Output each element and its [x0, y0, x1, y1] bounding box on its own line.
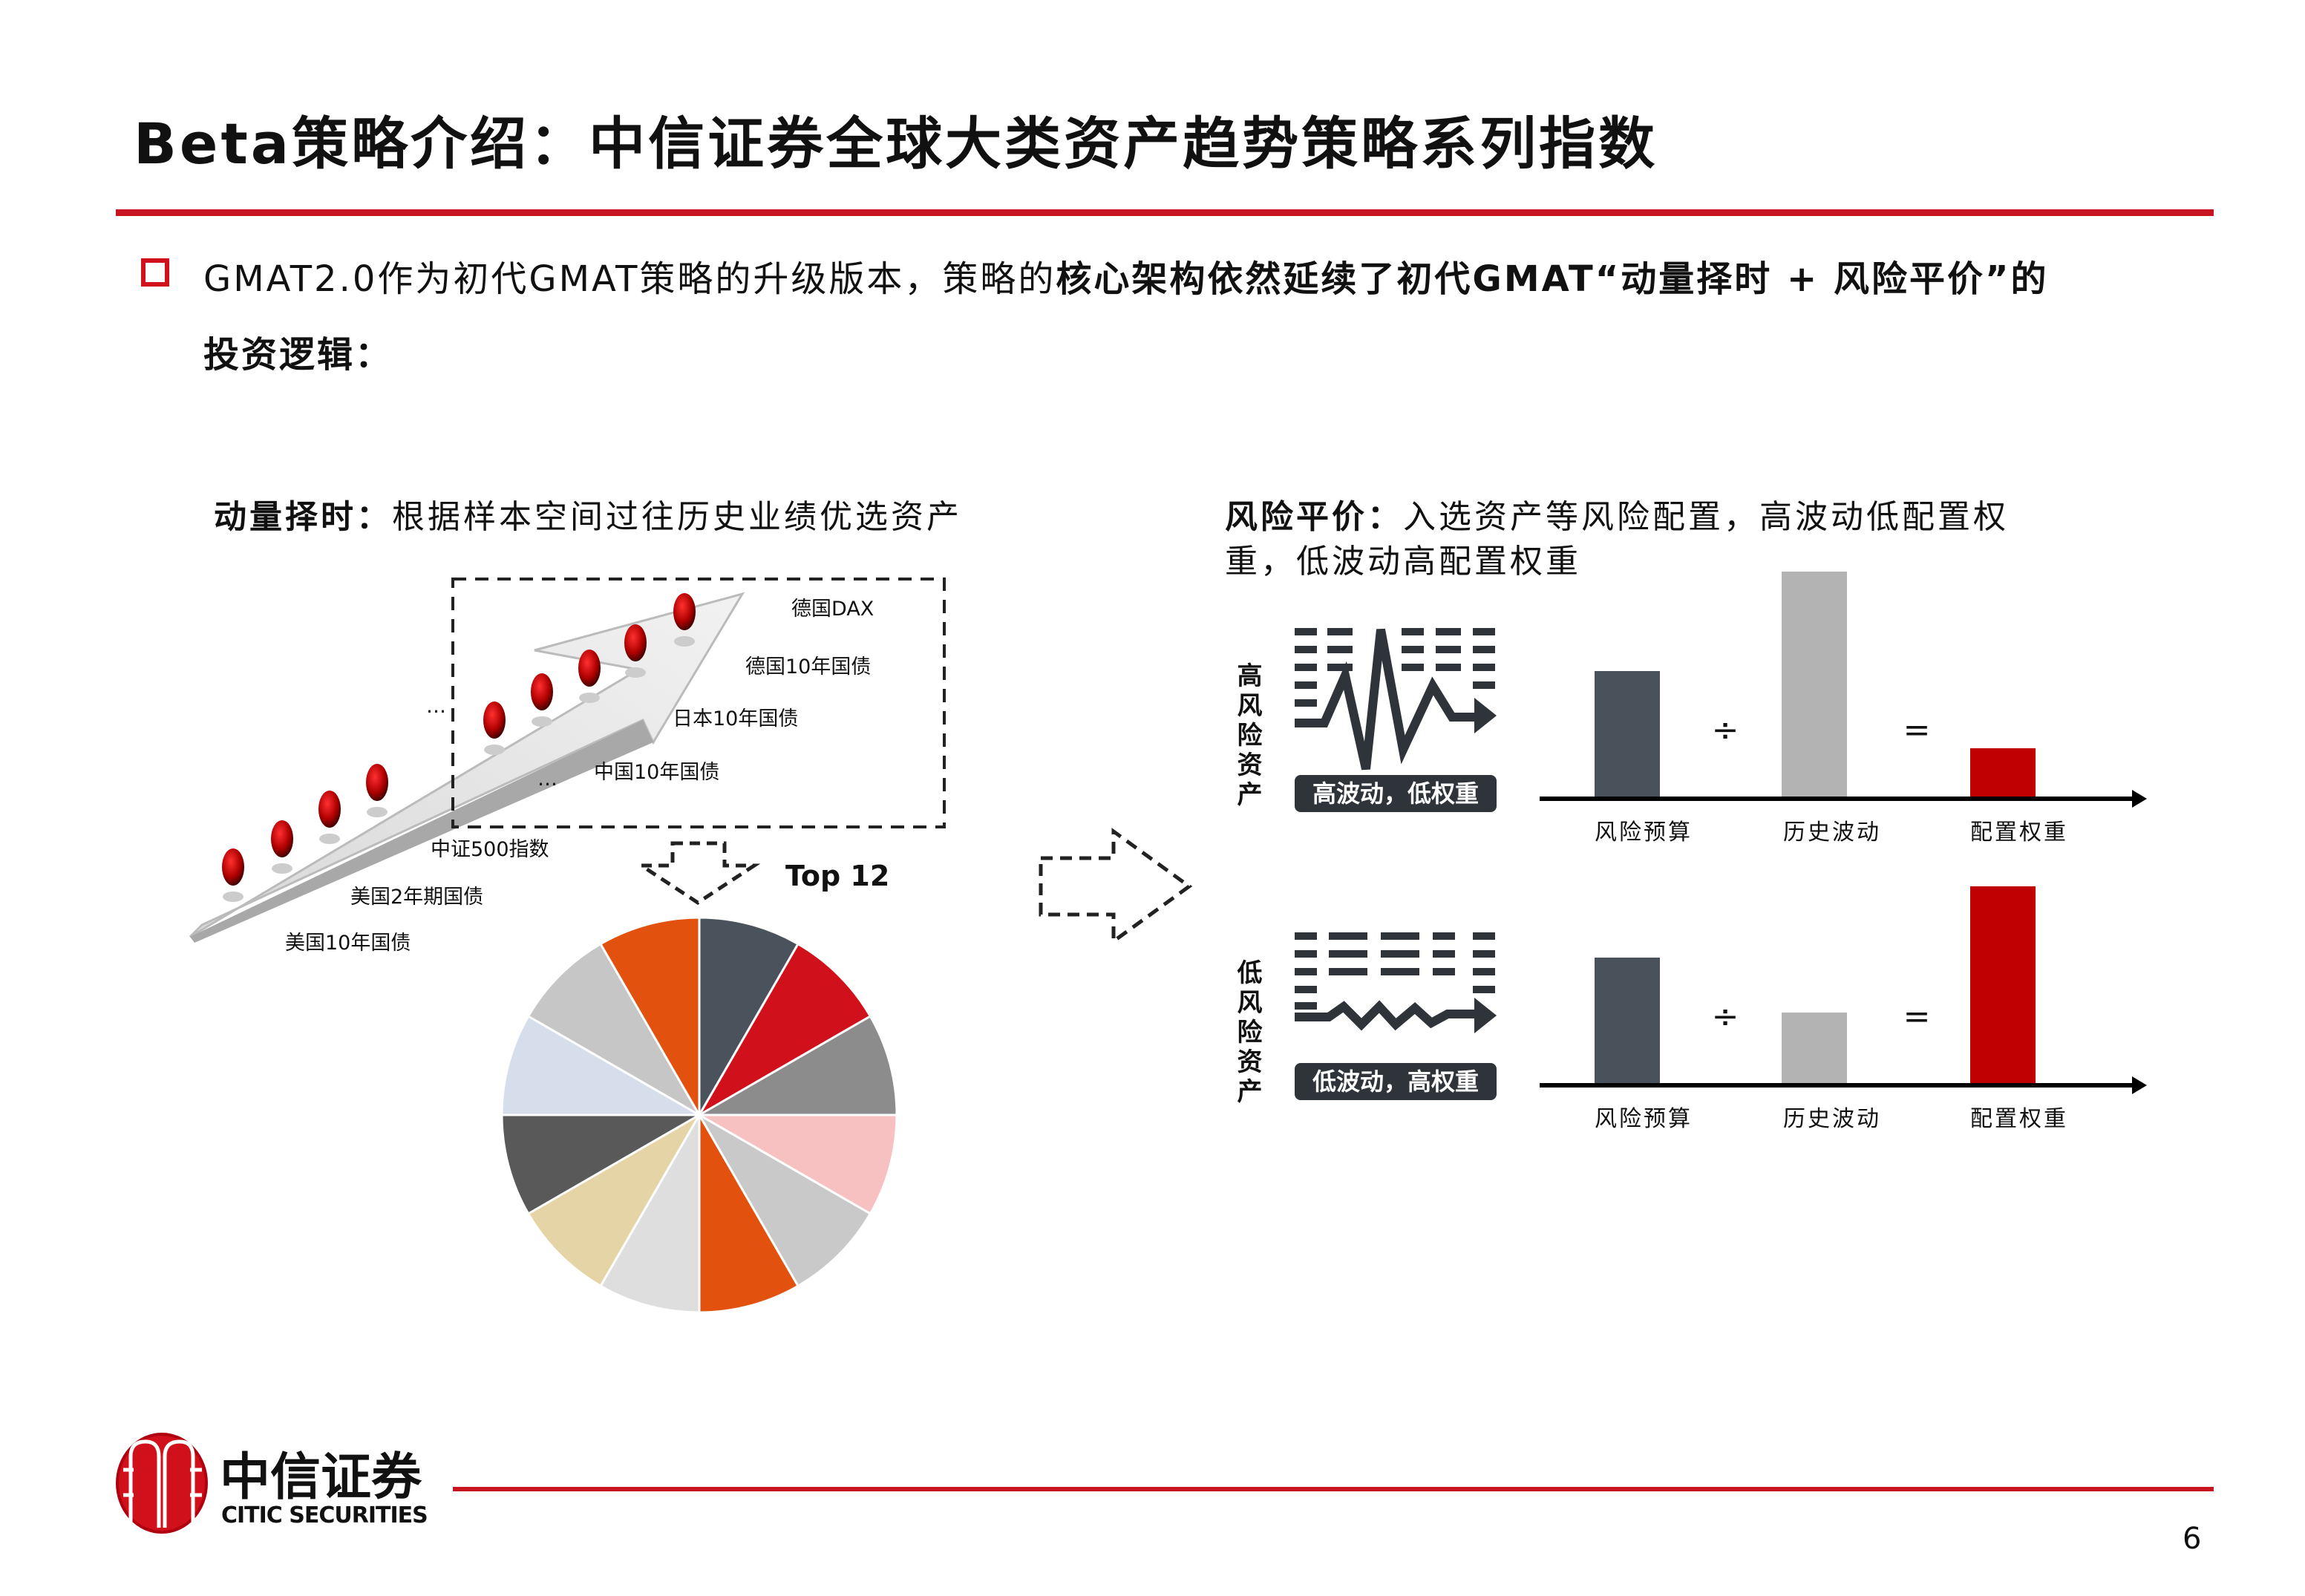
- dot-shadow: [272, 863, 292, 874]
- asset-dot: [483, 701, 506, 739]
- high-risk-bar-risk-budget: [1595, 671, 1660, 799]
- pie-slice: [526, 1111, 703, 1288]
- divide-sign: ÷: [1711, 998, 1739, 1036]
- dot-shadow: [367, 807, 388, 817]
- logo-text-en: CITIC SECURITIES: [221, 1502, 428, 1528]
- x-label-hist-vol: 历史波动: [1783, 1106, 1881, 1132]
- high-risk-axis-arrowhead: [2132, 790, 2147, 808]
- equals-sign: =: [1903, 998, 1931, 1036]
- dot-shadow: [532, 716, 552, 727]
- asset-dots: [222, 593, 696, 902]
- bullet-line-2: 投资逻辑：: [203, 334, 393, 376]
- pie-slice: [698, 1111, 800, 1314]
- high-risk-asset-label: 高风险资产: [1232, 662, 1262, 811]
- down-dashed-arrow: [635, 841, 761, 905]
- pie-slice: [598, 1111, 701, 1314]
- asset-label: 德国10年国债: [745, 655, 872, 678]
- pie-slice: [696, 942, 872, 1119]
- bullet-text: GMAT2.0作为初代GMAT策略的升级版本，策略的: [203, 258, 1056, 300]
- risk-parity-heading-line1: 入选资产等风险配置，高波动低配置权: [1403, 498, 2009, 536]
- asset-dot: [531, 673, 553, 710]
- high-risk-bar-weight: [1970, 748, 2036, 799]
- equals-sign: =: [1903, 711, 1931, 749]
- asset-dot: [271, 820, 293, 857]
- asset-dot: [673, 593, 696, 630]
- momentum-heading-bold: 动量择时：: [214, 498, 392, 536]
- low-volatility-icon: [1295, 932, 1497, 1033]
- risk-parity-heading: 风险平价：入选资产等风险配置，高波动低配置权: [1225, 490, 2009, 537]
- x-label-weight: 配置权重: [1970, 820, 2068, 846]
- pie-slice: [698, 916, 800, 1119]
- momentum-heading: 动量择时：根据样本空间过往历史业绩优选资产: [214, 490, 962, 537]
- dot-shadow: [674, 636, 695, 647]
- asset-dot: [624, 624, 647, 661]
- pie-slice: [500, 1014, 704, 1116]
- right-dashed-arrow: [1039, 828, 1193, 945]
- asset-label: 中国10年国债: [594, 761, 720, 784]
- pie-top12: [500, 916, 898, 1314]
- dot-shadow: [319, 834, 340, 844]
- high-risk-bar-hist-vol: [1782, 572, 1847, 799]
- momentum-heading-text: 根据样本空间过往历史业绩优选资产: [392, 498, 962, 536]
- asset-dot: [222, 848, 244, 886]
- asset-dot: [318, 791, 341, 828]
- ellipsis: …: [426, 695, 446, 718]
- asset-dot: [366, 764, 388, 801]
- bullet-line-1: GMAT2.0作为初代GMAT策略的升级版本，策略的核心架构依然延续了初代GMA…: [203, 249, 2049, 301]
- pie-slice: [695, 1113, 898, 1216]
- risk-parity-heading-line2: 重，低波动高配置权重: [1225, 543, 1581, 580]
- divide-sign: ÷: [1711, 711, 1739, 749]
- bullet-square-icon: [141, 258, 169, 287]
- asset-label: 日本10年国债: [673, 707, 799, 730]
- asset-label: 美国2年期国债: [350, 886, 484, 909]
- pie-slice: [500, 1113, 704, 1216]
- top-12-label: Top 12: [785, 860, 890, 892]
- dot-shadow: [223, 892, 243, 902]
- title-divider: [116, 209, 2214, 216]
- dot-shadow: [579, 693, 600, 703]
- dot-shadow: [484, 745, 505, 755]
- low-risk-bar-hist-vol: [1782, 1013, 1847, 1085]
- bullet-text-bold: 核心架构依然延续了初代GMAT“动量择时 + 风险平价”的: [1056, 258, 2049, 300]
- asset-label: 美国10年国债: [285, 932, 411, 955]
- dot-shadow: [625, 667, 646, 678]
- logo-text-cn: 中信证券: [220, 1448, 422, 1507]
- top-selection-box: [451, 578, 946, 828]
- slide-title: Beta策略介绍：中信证券全球大类资产趋势策略系列指数: [134, 111, 1658, 177]
- asset-dot: [578, 650, 601, 687]
- low-risk-axis-arrowhead: [2132, 1076, 2147, 1094]
- trend-arrow-shadow: [190, 720, 653, 943]
- asset-label: 德国DAX: [791, 598, 874, 621]
- ellipsis: …: [537, 768, 558, 791]
- high-volatility-tag: 高波动，低权重: [1295, 775, 1497, 812]
- pie-slice: [696, 1111, 872, 1288]
- asset-label: 中证500指数: [431, 838, 549, 861]
- pie-slice: [526, 942, 703, 1119]
- risk-parity-bars: [1595, 572, 2036, 1085]
- low-risk-bar-weight: [1970, 886, 2036, 1085]
- risk-parity-heading-bold: 风险平价：: [1225, 498, 1403, 536]
- low-volatility-tag: 低波动，高权重: [1295, 1063, 1497, 1100]
- low-risk-asset-label: 低风险资产: [1232, 959, 1262, 1108]
- x-label-hist-vol: 历史波动: [1783, 820, 1881, 846]
- x-label-weight: 配置权重: [1970, 1106, 2068, 1132]
- x-label-risk-budget: 风险预算: [1595, 820, 1693, 846]
- page-number: 6: [2183, 1522, 2202, 1556]
- high-volatility-icon: [1295, 628, 1497, 771]
- x-label-risk-budget: 风险预算: [1595, 1106, 1693, 1132]
- low-risk-bar-risk-budget: [1595, 958, 1660, 1085]
- citic-logo-icon: [116, 1433, 208, 1534]
- pie-slice: [598, 916, 701, 1119]
- pie-slice: [695, 1014, 898, 1116]
